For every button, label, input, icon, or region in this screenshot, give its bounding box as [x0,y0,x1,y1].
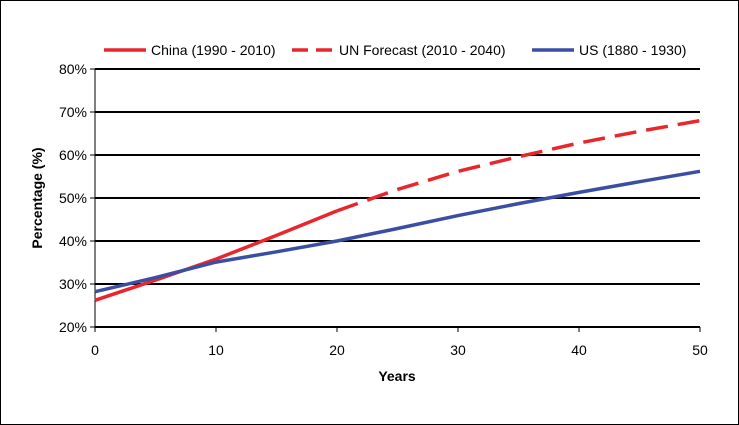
series-line-2 [336,118,701,213]
x-tick-labels: 0 10 20 30 40 50 [91,342,708,358]
y-tick-label: 50% [59,190,87,206]
y-tick-label: 20% [59,319,87,335]
series-line-1 [94,209,338,302]
legend-label-1: China (1990 - 2010) [151,42,276,58]
x-tick-label: 40 [571,342,587,358]
x-tick-label: 0 [91,342,99,358]
y-tick-label: 80% [59,61,87,77]
y-tick-label: 70% [59,104,87,120]
legend-label-3: US (1880 - 1930) [579,42,686,58]
x-axis-title: Years [378,368,416,384]
x-tick-label: 10 [208,342,224,358]
axes [90,68,701,332]
y-tick-label: 60% [59,147,87,163]
y-tick-label: 30% [59,276,87,292]
grid-lines [95,68,700,328]
legend-label-2: UN Forecast (2010 - 2040) [339,42,506,58]
x-tick-label: 30 [450,342,466,358]
series-lines [94,118,701,302]
y-tick-labels: 20% 30% 40% 50% 60% 70% 80% [59,61,87,335]
legend: China (1990 - 2010) UN Forecast (2010 - 2… [104,42,686,58]
x-tick-label: 20 [329,342,345,358]
x-tick-label: 50 [692,342,708,358]
series-line-3 [94,169,701,294]
y-tick-label: 40% [59,233,87,249]
y-axis-title: Percentage (%) [29,147,45,248]
